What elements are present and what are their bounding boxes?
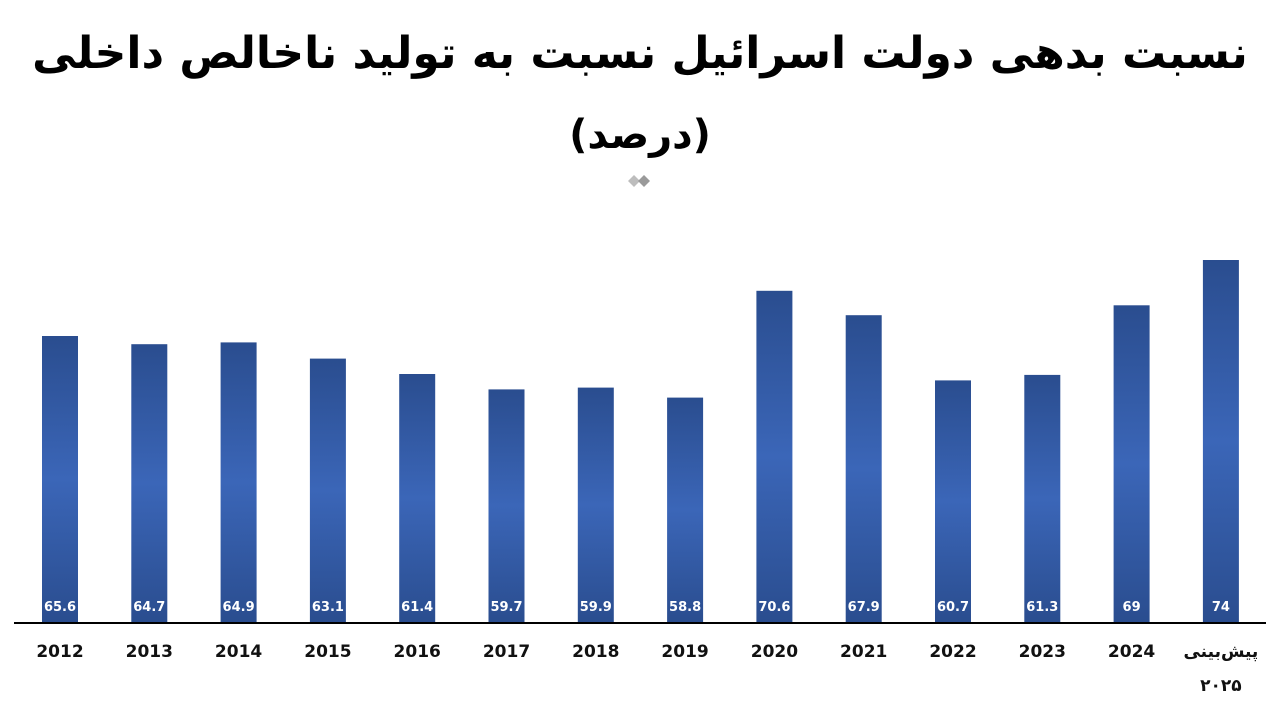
- diamond-logo-icon: [628, 175, 650, 187]
- x-tick-label: 2021: [840, 642, 887, 662]
- data-label: 67.9: [848, 600, 880, 615]
- bar: [845, 315, 882, 622]
- x-tick-label: ۲۰۲۵: [1200, 676, 1242, 696]
- data-label: 65.6: [44, 600, 76, 615]
- bar: [756, 290, 793, 622]
- data-label: 61.3: [1026, 600, 1058, 615]
- bars-layer: 65.6 64.7 64.9 63.1 61.4 59.7 59.9 58.8 70.6 67.9…: [42, 260, 1239, 623]
- x-tick-label: 2022: [929, 642, 976, 662]
- x-tick-label: 2023: [1019, 642, 1066, 662]
- data-label: 69: [1123, 600, 1141, 615]
- data-label: 59.7: [490, 600, 522, 615]
- x-tick-label: 2020: [751, 642, 798, 662]
- bar: [309, 358, 346, 622]
- data-label: 58.8: [669, 600, 701, 615]
- x-tick-label: 2024: [1108, 642, 1155, 662]
- bar: [577, 387, 614, 622]
- bar: [1202, 260, 1239, 622]
- bar: [1024, 374, 1061, 622]
- data-label: 61.4: [401, 600, 433, 615]
- data-label: 59.9: [580, 600, 612, 615]
- bar: [1113, 305, 1150, 623]
- tick-labels-layer: 2012 2013 2014 2015 2016 2017 2018 2019 2020 2021…: [36, 642, 1258, 696]
- bar: [42, 336, 78, 622]
- data-label: 60.7: [937, 600, 969, 615]
- x-tick-label: 2013: [126, 642, 173, 662]
- chart-title: نسبت بدهی دولت اسرائیل نسبت به تولید ناخ…: [32, 28, 1248, 79]
- data-label: 63.1: [312, 600, 344, 615]
- x-tick-label: 2015: [304, 642, 351, 662]
- data-label: 64.7: [133, 600, 165, 615]
- x-tick-label: پیش‌بینی: [1183, 642, 1258, 662]
- chart-subtitle: (درصد): [569, 112, 711, 158]
- x-tick-label: 2012: [36, 642, 83, 662]
- data-label: 74: [1212, 600, 1230, 615]
- bar: [488, 389, 525, 622]
- x-tick-label: 2014: [215, 642, 262, 662]
- x-tick-label: 2018: [572, 642, 619, 662]
- bar: [399, 374, 436, 622]
- x-tick-label: 2019: [661, 642, 708, 662]
- x-tick-label: 2017: [483, 642, 530, 662]
- bar: [131, 344, 168, 622]
- data-label: 64.9: [223, 600, 255, 615]
- data-label: 70.6: [758, 600, 790, 615]
- bar: [667, 397, 704, 622]
- bar: [935, 380, 971, 622]
- x-tick-label: 2016: [394, 642, 441, 662]
- bar: [220, 342, 257, 622]
